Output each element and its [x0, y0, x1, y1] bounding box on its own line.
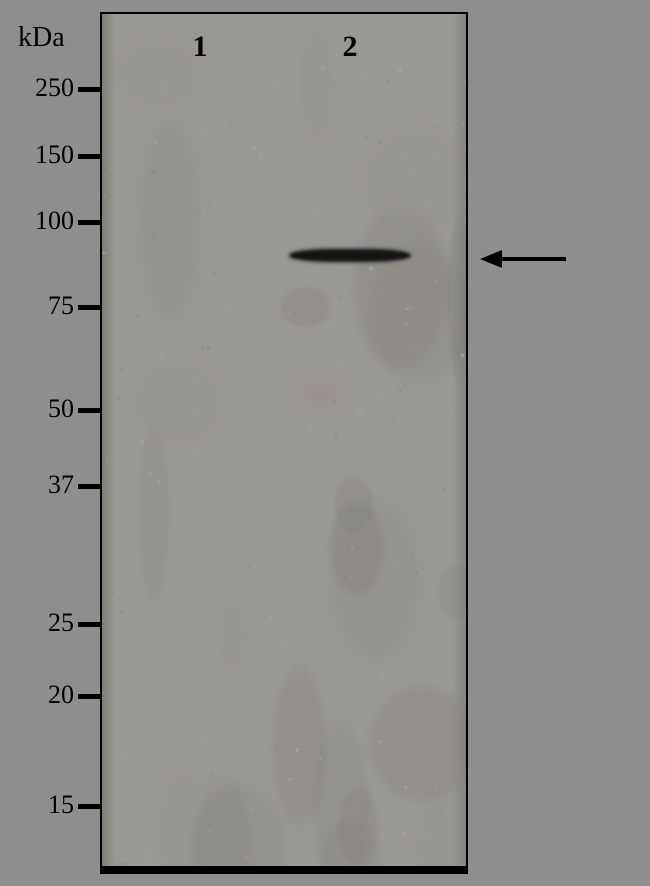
mw-tick-250 [78, 87, 100, 92]
blot-bottom-edge [102, 866, 466, 872]
mw-label-20: 20 [8, 680, 74, 710]
lane-label-1: 1 [185, 30, 215, 64]
mw-label-150: 150 [8, 140, 74, 170]
smudge [140, 120, 200, 320]
smudge [330, 500, 420, 660]
mw-tick-75 [78, 305, 100, 310]
mw-label-250: 250 [8, 73, 74, 103]
mw-label-25: 25 [8, 608, 74, 638]
band-lane2 [290, 250, 410, 261]
axis-unit-label: kDa [18, 22, 65, 54]
band-pointer-arrow [480, 250, 566, 268]
figure-canvas: 1 2 kDa 250 150 100 75 50 37 25 20 15 [0, 0, 650, 886]
mw-tick-150 [78, 154, 100, 159]
smudge [300, 390, 340, 400]
mw-tick-15 [78, 804, 100, 809]
mw-label-15: 15 [8, 790, 74, 820]
lane-label-2: 2 [335, 30, 365, 64]
mw-tick-20 [78, 694, 100, 699]
mw-tick-50 [78, 408, 100, 413]
mw-tick-100 [78, 220, 100, 225]
mw-tick-25 [78, 622, 100, 627]
mw-label-50: 50 [8, 394, 74, 424]
blot-membrane [102, 14, 466, 872]
mw-tick-37 [78, 484, 100, 489]
mw-label-75: 75 [8, 291, 74, 321]
mw-label-37: 37 [8, 470, 74, 500]
mw-label-100: 100 [8, 206, 74, 236]
